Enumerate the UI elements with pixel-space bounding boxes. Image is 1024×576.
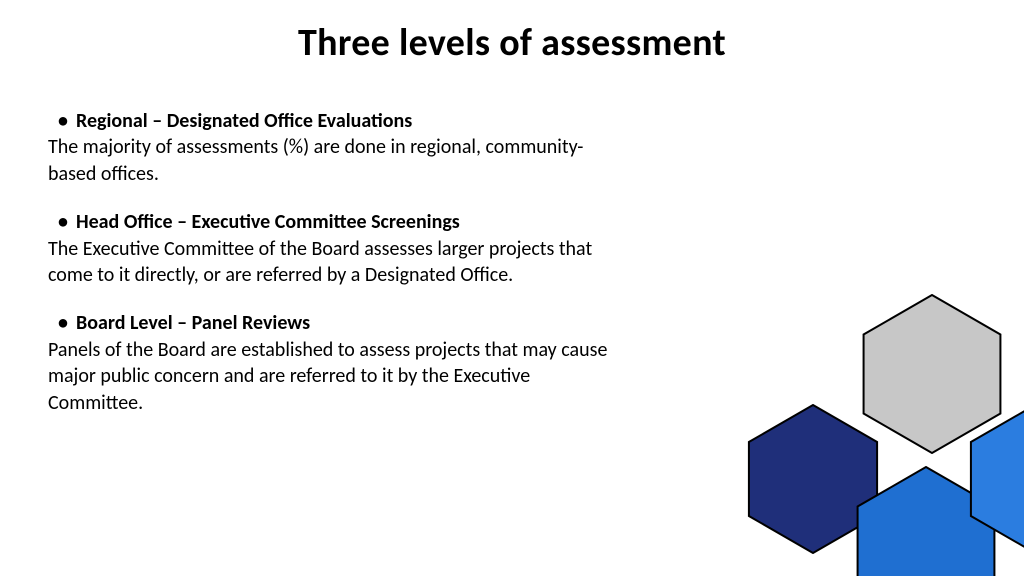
bullet-heading-3: Board Level – Panel Reviews [76,310,628,336]
bullet-body-3: Panels of the Board are established to a… [48,337,628,416]
slide: { "title": "Three levels of assessment",… [0,0,1024,576]
bullet-body-2: The Executive Committee of the Board ass… [48,236,628,289]
bullet-heading-1: Regional – Designated Office Evaluations [76,108,628,134]
bullet-heading-2: Head Office – Executive Committee Screen… [76,209,628,235]
bullet-body-1: The majority of assessments (%) are done… [48,134,628,187]
content-body: Regional – Designated Office Evaluations… [48,108,628,438]
slide-title: Three levels of assessment [0,20,1024,66]
hexagon-graphic [654,276,1024,576]
hexagon-icon [960,404,1024,554]
